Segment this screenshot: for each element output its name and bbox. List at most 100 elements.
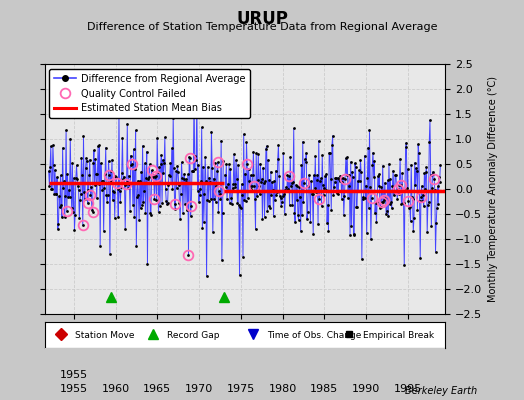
Point [356,178,364,184]
Point [81,165,90,172]
Point [260,213,269,220]
Point [369,174,378,180]
Point [430,176,438,182]
Point [164,182,172,188]
Point [172,168,180,175]
Point [397,201,406,207]
Point [393,196,401,202]
Point [288,180,296,186]
Point [61,193,70,199]
Point [167,180,176,186]
Point [157,161,165,167]
Point [276,194,285,201]
Point [176,216,184,222]
Point [365,127,374,133]
Point [234,162,242,168]
Point [236,204,244,210]
Point [233,200,242,206]
Point [292,196,301,203]
Point [267,168,275,175]
Point [310,172,318,178]
Point [404,198,412,205]
Text: Empirical Break: Empirical Break [363,330,434,340]
Point [72,162,81,168]
Point [121,182,129,188]
Point [230,151,238,157]
Point [103,199,111,206]
Point [313,172,322,178]
Point [105,172,113,178]
Point [140,188,148,194]
Point [271,197,279,203]
Point [74,187,83,194]
Point [300,180,308,186]
Point [134,178,142,184]
Point [93,195,101,202]
Point [144,175,152,182]
Point [127,162,136,168]
Point [399,200,408,206]
Point [118,134,127,141]
Point [329,133,337,139]
Point [84,187,93,194]
Point [63,171,72,177]
Point [199,163,208,170]
Point [187,213,195,219]
Point [209,228,217,235]
Point [354,188,363,194]
Point [163,199,172,206]
Point [200,191,209,198]
Point [384,213,392,220]
Point [208,164,216,171]
Point [47,143,55,150]
Point [386,176,395,182]
Point [292,182,300,188]
Point [224,188,233,194]
Point [168,186,177,192]
Point [139,198,147,205]
Point [411,182,420,188]
Point [89,160,97,167]
Point [403,185,411,192]
Point [390,188,399,195]
Point [78,172,86,178]
Point [170,200,179,207]
Point [151,174,159,181]
Point [133,193,141,200]
Point [416,198,424,204]
Point [159,170,168,176]
Point [233,176,241,182]
Point [381,195,390,201]
Point [161,134,169,141]
Point [433,204,441,211]
Point [431,187,439,194]
Point [269,213,278,220]
Point [95,142,104,149]
Point [371,210,379,216]
Point [147,212,155,218]
Point [244,166,253,172]
Point [123,178,131,185]
Point [112,174,121,180]
Point [384,177,392,184]
Point [143,148,151,155]
Point [162,198,170,204]
Point [385,161,393,167]
Point [352,164,360,171]
Point [299,199,308,206]
Point [367,195,376,201]
Point [198,124,206,131]
Point [59,185,68,192]
Point [182,178,191,185]
Point [237,181,246,187]
Point [288,202,297,209]
Point [140,160,149,167]
Point [125,172,133,179]
Point [99,178,107,184]
Point [246,172,255,178]
Point [71,212,79,218]
Point [108,197,117,203]
Point [184,252,193,258]
Legend: Difference from Regional Average, Quality Control Failed, Estimated Station Mean: Difference from Regional Average, Qualit… [49,69,250,118]
Point [320,185,329,191]
